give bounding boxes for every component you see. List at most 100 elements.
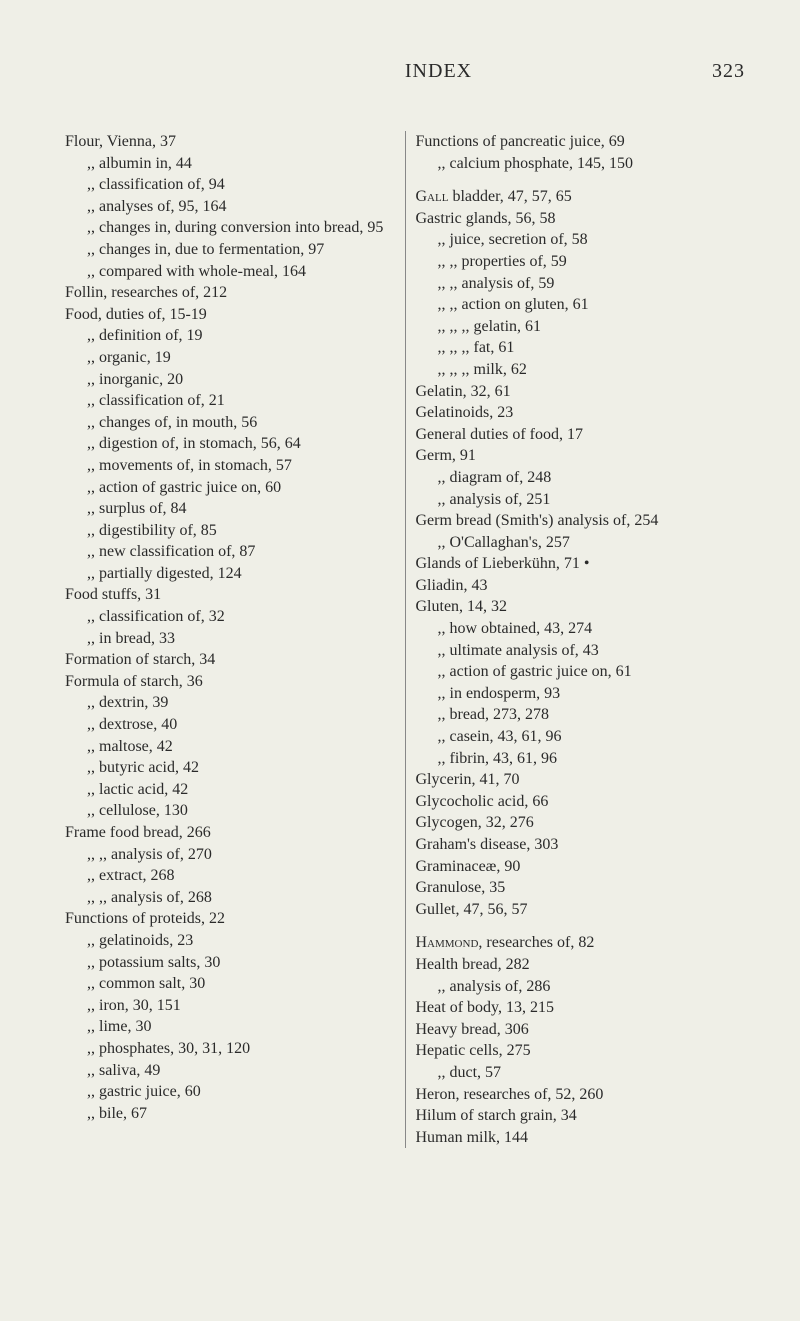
index-entry: ,, organic, 19	[65, 347, 395, 369]
index-entry: Food, duties of, 15-19	[65, 304, 395, 326]
index-entry: Heron, researches of, 52, 260	[416, 1084, 746, 1106]
spacer	[416, 920, 746, 932]
index-entry: ,, ,, properties of, 59	[416, 251, 746, 273]
index-entry: ,, extract, 268	[65, 865, 395, 887]
index-entry: ,, definition of, 19	[65, 325, 395, 347]
index-entry: ,, maltose, 42	[65, 736, 395, 758]
index-entry: ,, ,, analysis of, 59	[416, 273, 746, 295]
index-entry: ,, ,, analysis of, 268	[65, 887, 395, 909]
index-entry: Health bread, 282	[416, 954, 746, 976]
index-entry: ,, classification of, 21	[65, 390, 395, 412]
index-entry: ,, ultimate analysis of, 43	[416, 640, 746, 662]
index-entry: Flour, Vienna, 37	[65, 131, 395, 153]
page: INDEX 323 Flour, Vienna, 37,, albumin in…	[0, 0, 800, 1321]
index-entry: ,, diagram of, 248	[416, 467, 746, 489]
index-entry: Heavy bread, 306	[416, 1019, 746, 1041]
index-entry: Gall bladder, 47, 57, 65	[416, 186, 746, 208]
index-entry: ,, classification of, 32	[65, 606, 395, 628]
index-entry: ,, compared with whole-meal, 164	[65, 261, 395, 283]
index-entry: ,, dextrose, 40	[65, 714, 395, 736]
index-entry: ,, ,, analysis of, 270	[65, 844, 395, 866]
index-entry: Graham's disease, 303	[416, 834, 746, 856]
index-entry: ,, duct, 57	[416, 1062, 746, 1084]
index-entry: ,, classification of, 94	[65, 174, 395, 196]
index-entry: ,, partially digested, 124	[65, 563, 395, 585]
index-entry: Functions of pancreatic juice, 69	[416, 131, 746, 153]
index-entry: ,, saliva, 49	[65, 1060, 395, 1082]
index-entry: ,, phosphates, 30, 31, 120	[65, 1038, 395, 1060]
index-entry: Formula of starch, 36	[65, 671, 395, 693]
index-entry: Gluten, 14, 32	[416, 596, 746, 618]
index-entry: ,, surplus of, 84	[65, 498, 395, 520]
index-entry: Graminaceæ, 90	[416, 856, 746, 878]
index-entry: ,, ,, action on gluten, 61	[416, 294, 746, 316]
index-entry: Formation of starch, 34	[65, 649, 395, 671]
index-entry: ,, lactic acid, 42	[65, 779, 395, 801]
index-entry: Hepatic cells, 275	[416, 1040, 746, 1062]
index-entry: Food stuffs, 31	[65, 584, 395, 606]
index-entry: Heat of body, 13, 215	[416, 997, 746, 1019]
index-entry: Follin, researches of, 212	[65, 282, 395, 304]
index-entry: ,, changes of, in mouth, 56	[65, 412, 395, 434]
index-entry: ,, ,, ,, gelatin, 61	[416, 316, 746, 338]
spacer	[416, 174, 746, 186]
index-entry: ,, analysis of, 286	[416, 976, 746, 998]
index-entry: ,, new classification of, 87	[65, 541, 395, 563]
index-entry: ,, digestion of, in stomach, 56, 64	[65, 433, 395, 455]
index-entry: Gelatin, 32, 61	[416, 381, 746, 403]
index-entry: Human milk, 144	[416, 1127, 746, 1149]
index-entry: ,, in endosperm, 93	[416, 683, 746, 705]
index-entry: ,, common salt, 30	[65, 973, 395, 995]
index-entry: ,, action of gastric juice on, 60	[65, 477, 395, 499]
index-entry: ,, juice, secretion of, 58	[416, 229, 746, 251]
index-entry: Glycocholic acid, 66	[416, 791, 746, 813]
index-entry: Functions of proteids, 22	[65, 908, 395, 930]
index-entry: ,, casein, 43, 61, 96	[416, 726, 746, 748]
index-entry: ,, ,, ,, milk, 62	[416, 359, 746, 381]
index-left-column: Flour, Vienna, 37,, albumin in, 44,, cla…	[65, 131, 401, 1148]
index-entry: ,, O'Callaghan's, 257	[416, 532, 746, 554]
index-entry: ,, how obtained, 43, 274	[416, 618, 746, 640]
index-entry: ,, albumin in, 44	[65, 153, 395, 175]
index-entry: ,, inorganic, 20	[65, 369, 395, 391]
index-entry: ,, gelatinoids, 23	[65, 930, 395, 952]
index-entry: ,, analyses of, 95, 164	[65, 196, 395, 218]
index-entry: ,, potassium salts, 30	[65, 952, 395, 974]
index-columns: Flour, Vienna, 37,, albumin in, 44,, cla…	[65, 131, 745, 1148]
index-entry: ,, iron, 30, 151	[65, 995, 395, 1017]
index-entry: Gelatinoids, 23	[416, 402, 746, 424]
index-entry: ,, changes in, during conversion into br…	[65, 217, 395, 239]
index-entry: Frame food bread, 266	[65, 822, 395, 844]
index-entry: Gullet, 47, 56, 57	[416, 899, 746, 921]
index-entry: Gliadin, 43	[416, 575, 746, 597]
index-entry: Glycerin, 41, 70	[416, 769, 746, 791]
column-divider	[405, 131, 406, 1148]
index-entry: ,, in bread, 33	[65, 628, 395, 650]
index-right-column: Functions of pancreatic juice, 69,, calc…	[410, 131, 746, 1148]
index-entry: ,, movements of, in stomach, 57	[65, 455, 395, 477]
index-entry: Glycogen, 32, 276	[416, 812, 746, 834]
index-entry: Germ, 91	[416, 445, 746, 467]
index-entry: Hammond, researches of, 82	[416, 932, 746, 954]
index-entry: ,, digestibility of, 85	[65, 520, 395, 542]
index-entry: Germ bread (Smith's) analysis of, 254	[416, 510, 746, 532]
index-entry: ,, dextrin, 39	[65, 692, 395, 714]
index-entry: ,, ,, ,, fat, 61	[416, 337, 746, 359]
index-entry: ,, gastric juice, 60	[65, 1081, 395, 1103]
index-entry: ,, calcium phosphate, 145, 150	[416, 153, 746, 175]
index-entry: Granulose, 35	[416, 877, 746, 899]
index-entry: ,, bread, 273, 278	[416, 704, 746, 726]
index-entry: ,, action of gastric juice on, 61	[416, 661, 746, 683]
index-entry: Gastric glands, 56, 58	[416, 208, 746, 230]
index-entry: ,, analysis of, 251	[416, 489, 746, 511]
index-entry: ,, fibrin, 43, 61, 96	[416, 748, 746, 770]
index-entry: ,, bile, 67	[65, 1103, 395, 1125]
index-entry: ,, lime, 30	[65, 1016, 395, 1038]
index-entry: Hilum of starch grain, 34	[416, 1105, 746, 1127]
index-entry: ,, cellulose, 130	[65, 800, 395, 822]
page-number: 323	[712, 60, 745, 83]
index-entry: ,, changes in, due to fermentation, 97	[65, 239, 395, 261]
index-entry: Glands of Lieberkühn, 71 •	[416, 553, 746, 575]
index-entry: General duties of food, 17	[416, 424, 746, 446]
page-header: INDEX 323	[65, 60, 745, 83]
